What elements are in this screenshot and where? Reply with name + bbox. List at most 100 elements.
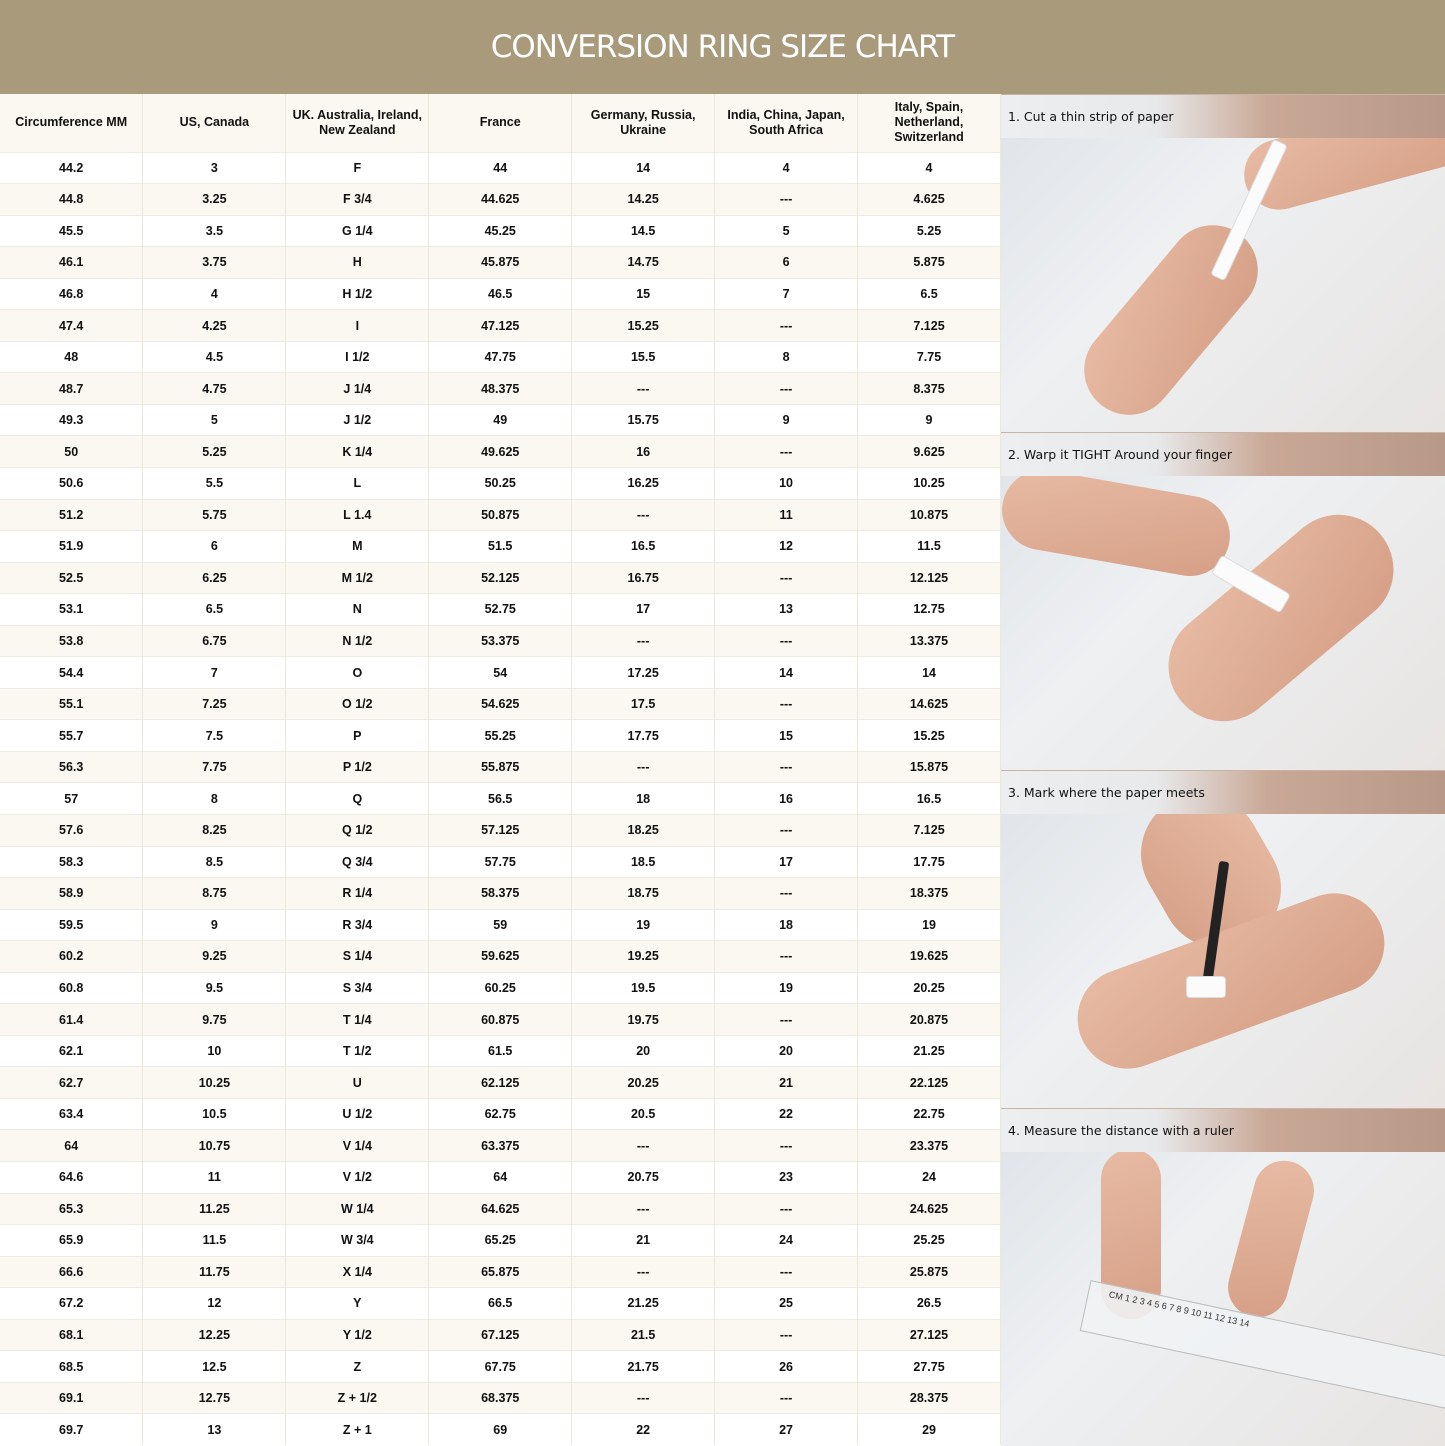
table-cell: H 1/2 <box>285 277 430 310</box>
step-2-caption: 2. Warp it TIGHT Around your finger <box>1001 433 1445 476</box>
table-cell: 11.5 <box>142 1224 287 1257</box>
table-cell: 60.25 <box>428 971 573 1004</box>
table-cell: --- <box>714 309 859 342</box>
table-row: 69.1 12.75 Z + 1/2 68.375 --- --- 28.375 <box>0 1381 1001 1414</box>
table-cell: 14.25 <box>571 183 716 216</box>
table-cell: Q 1/2 <box>285 813 430 847</box>
table-cell: 67.125 <box>428 1318 573 1351</box>
table-row: 66.6 11.75 X 1/4 65.875 --- --- 25.875 <box>0 1255 1001 1288</box>
table-cell: 23 <box>714 1161 859 1194</box>
table-cell: 4.625 <box>857 183 1001 216</box>
table-row: 48 4.5 I 1/2 47.75 15.5 8 7.75 <box>0 340 1001 373</box>
table-cell: 20 <box>714 1034 859 1067</box>
step-4-caption: 4. Measure the distance with a ruler <box>1001 1109 1445 1152</box>
table-cell: 12.75 <box>142 1381 287 1414</box>
table-cell: 56.5 <box>428 782 573 815</box>
table-row: 51.2 5.75 L 1.4 50.875 --- 11 10.875 <box>0 498 1001 531</box>
table-cell: 12.75 <box>857 593 1001 626</box>
table-cell: 3.25 <box>142 183 287 216</box>
table-cell: 3.75 <box>142 246 287 279</box>
table-cell: 55.25 <box>428 719 573 752</box>
table-cell: --- <box>714 372 859 405</box>
table-cell: 3 <box>142 151 287 184</box>
table-cell: 20.25 <box>571 1066 716 1099</box>
table-row: 50.6 5.5 L 50.25 16.25 10 10.25 <box>0 466 1001 500</box>
table-cell: 13 <box>142 1413 287 1446</box>
table-cell: 11 <box>142 1161 287 1194</box>
table-cell: Z + 1/2 <box>285 1381 430 1414</box>
table-cell: 19 <box>571 908 716 941</box>
table-cell: 6.25 <box>142 561 287 594</box>
table-cell: 7.25 <box>142 687 287 720</box>
table-cell: 52.5 <box>0 561 144 594</box>
table-cell: 27.125 <box>857 1318 1001 1351</box>
table-row: 54.4 7 O 54 17.25 14 14 <box>0 656 1001 689</box>
table-cell: 16 <box>714 782 859 815</box>
table-cell: --- <box>714 624 859 657</box>
table-cell: 59.5 <box>0 908 144 941</box>
table-cell: 63.4 <box>0 1097 144 1130</box>
table-cell: T 1/2 <box>285 1034 430 1067</box>
table-row: 57 8 Q 56.5 18 16 16.5 <box>0 782 1001 815</box>
table-row: 45.5 3.5 G 1/4 45.25 14.5 5 5.25 <box>0 214 1001 247</box>
table-row: 65.9 11.5 W 3/4 65.25 21 24 25.25 <box>0 1224 1001 1257</box>
table-row: 61.4 9.75 T 1/4 60.875 19.75 --- 20.875 <box>0 1003 1001 1036</box>
column-header: Italy, Spain, Netherland, Switzerland <box>857 94 1001 152</box>
table-cell: 17 <box>571 593 716 626</box>
table-cell: 44.2 <box>0 151 144 184</box>
table-cell: 67.75 <box>428 1350 573 1383</box>
table-cell: 6.5 <box>857 277 1001 310</box>
table-cell: 47.75 <box>428 340 573 373</box>
ruler-label: CM <box>1107 1289 1124 1303</box>
table-cell: --- <box>714 813 859 847</box>
table-cell: --- <box>714 687 859 720</box>
table-cell: 5.25 <box>857 214 1001 247</box>
table-cell: 19 <box>857 908 1001 941</box>
table-cell: R 3/4 <box>285 908 430 941</box>
table-cell: 4 <box>714 151 859 184</box>
table-cell: 60.875 <box>428 1003 573 1036</box>
table-cell: 12.125 <box>857 561 1001 594</box>
table-cell: 22.125 <box>857 1066 1001 1099</box>
table-row: 69.7 13 Z + 1 69 22 27 29 <box>0 1413 1001 1446</box>
table-cell: O 1/2 <box>285 687 430 720</box>
table-cell: S 1/4 <box>285 940 430 973</box>
step-3-photo <box>1001 771 1445 1108</box>
table-cell: 8 <box>142 782 287 815</box>
table-cell: F <box>285 151 430 184</box>
table-cell: 44.625 <box>428 183 573 216</box>
table-cell: 68.1 <box>0 1318 144 1351</box>
table-cell: G 1/4 <box>285 214 430 247</box>
table-cell: 46.5 <box>428 277 573 310</box>
table-cell: 15.875 <box>857 750 1001 783</box>
table-cell: 53.1 <box>0 593 144 626</box>
table-cell: 64.625 <box>428 1192 573 1225</box>
table-cell: L <box>285 466 430 500</box>
table-cell: I <box>285 309 430 342</box>
table-cell: 28.375 <box>857 1381 1001 1414</box>
table-cell: 21 <box>714 1066 859 1099</box>
table-cell: F 3/4 <box>285 183 430 216</box>
table-cell: 5.5 <box>142 466 287 500</box>
table-row: 59.5 9 R 3/4 59 19 18 19 <box>0 908 1001 941</box>
table-cell: 49 <box>428 403 573 436</box>
table-cell: 62.75 <box>428 1097 573 1130</box>
table-cell: Y <box>285 1287 430 1320</box>
table-row: 64 10.75 V 1/4 63.375 --- --- 23.375 <box>0 1129 1001 1162</box>
step-4-photo: CM 1 2 3 4 5 6 7 8 9 10 11 12 13 14 <box>1001 1109 1445 1446</box>
table-cell: --- <box>571 1192 716 1225</box>
table-cell: 53.8 <box>0 624 144 657</box>
table-row: 62.7 10.25 U 62.125 20.25 21 22.125 <box>0 1066 1001 1099</box>
table-cell: 61.4 <box>0 1003 144 1036</box>
table-row: 51.9 6 M 51.5 16.5 12 11.5 <box>0 530 1001 563</box>
table-cell: N 1/2 <box>285 624 430 657</box>
table-cell: 16.25 <box>571 466 716 500</box>
table-cell: 24.625 <box>857 1192 1001 1225</box>
table-cell: --- <box>571 750 716 783</box>
table-cell: 19.5 <box>571 971 716 1004</box>
step-1-photo <box>1001 95 1445 432</box>
table-cell: 5.25 <box>142 435 287 468</box>
table-cell: 10.75 <box>142 1129 287 1162</box>
table-cell: 63.375 <box>428 1129 573 1162</box>
table-row: 64.6 11 V 1/2 64 20.75 23 24 <box>0 1161 1001 1194</box>
